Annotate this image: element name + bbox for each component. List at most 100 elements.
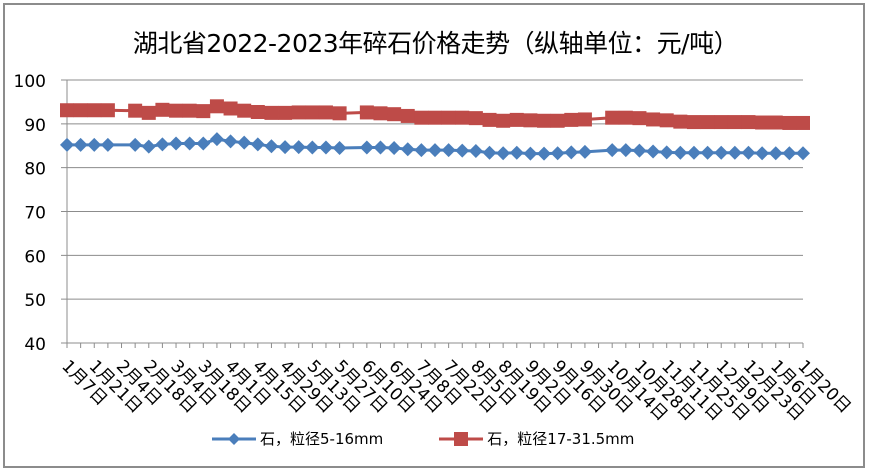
data-point[interactable] [468, 144, 483, 159]
data-point[interactable] [673, 145, 688, 160]
data-point[interactable] [73, 137, 88, 152]
data-point[interactable] [100, 137, 115, 152]
data-point[interactable] [373, 106, 388, 121]
data-point[interactable] [727, 145, 742, 160]
data-point[interactable] [714, 115, 729, 130]
data-point[interactable] [100, 103, 115, 118]
data-point[interactable] [550, 113, 565, 128]
data-point[interactable] [673, 114, 688, 129]
data-point[interactable] [414, 110, 429, 125]
data-point[interactable] [332, 140, 347, 155]
data-point[interactable] [209, 132, 224, 147]
data-point[interactable] [564, 112, 579, 127]
data-point[interactable] [686, 115, 701, 130]
data-point[interactable] [169, 103, 184, 118]
data-point[interactable] [359, 140, 374, 155]
data-point[interactable] [659, 145, 674, 160]
data-point[interactable] [182, 103, 197, 118]
data-point[interactable] [632, 111, 647, 126]
data-point[interactable] [237, 135, 252, 150]
data-point[interactable] [455, 110, 470, 125]
data-point[interactable] [455, 143, 470, 158]
data-point[interactable] [605, 110, 620, 125]
data-point[interactable] [632, 143, 647, 158]
data-point[interactable] [700, 145, 715, 160]
data-point[interactable] [782, 115, 797, 130]
data-point[interactable] [60, 137, 74, 152]
data-point[interactable] [264, 139, 279, 154]
data-point[interactable] [482, 145, 497, 160]
data-point[interactable] [209, 99, 224, 114]
data-point[interactable] [441, 143, 456, 158]
data-point[interactable] [605, 143, 620, 158]
data-point[interactable] [646, 144, 661, 159]
data-point[interactable] [400, 142, 415, 157]
legend-item-5-16mm[interactable]: 石，粒径5-16mm [212, 428, 383, 449]
data-point[interactable] [741, 115, 756, 130]
data-point[interactable] [482, 112, 497, 127]
data-point[interactable] [428, 143, 442, 158]
data-point[interactable] [727, 115, 742, 130]
data-point[interactable] [250, 137, 265, 152]
data-point[interactable] [141, 105, 156, 120]
data-point[interactable] [196, 136, 211, 151]
data-point[interactable] [169, 136, 184, 151]
data-point[interactable] [700, 115, 715, 130]
data-point[interactable] [155, 102, 170, 117]
legend-item-17-31-5mm[interactable]: 石，粒径17-31.5mm [439, 428, 634, 449]
data-point[interactable] [87, 137, 102, 152]
data-point[interactable] [714, 145, 729, 160]
data-point[interactable] [659, 113, 674, 128]
data-point[interactable] [278, 105, 293, 120]
data-point[interactable] [509, 112, 524, 127]
data-point[interactable] [318, 140, 333, 155]
data-point[interactable] [646, 112, 661, 127]
data-point[interactable] [223, 134, 238, 149]
data-point[interactable] [387, 140, 402, 155]
data-point[interactable] [291, 105, 306, 120]
data-point[interactable] [400, 108, 415, 123]
data-point[interactable] [305, 140, 320, 155]
data-point[interactable] [318, 105, 333, 120]
data-point[interactable] [496, 146, 511, 161]
data-point[interactable] [686, 145, 701, 160]
data-point[interactable] [414, 143, 429, 158]
data-point[interactable] [291, 140, 306, 155]
data-point[interactable] [782, 146, 797, 161]
data-point[interactable] [509, 145, 524, 160]
data-point[interactable] [537, 146, 552, 161]
data-point[interactable] [537, 113, 552, 128]
data-point[interactable] [741, 145, 756, 160]
data-point[interactable] [87, 103, 102, 118]
data-point[interactable] [755, 115, 770, 130]
data-point[interactable] [755, 146, 770, 161]
data-point[interactable] [768, 115, 783, 130]
data-point[interactable] [264, 105, 279, 120]
data-point[interactable] [278, 140, 293, 155]
data-point[interactable] [796, 146, 810, 161]
data-point[interactable] [60, 103, 74, 118]
data-point[interactable] [468, 111, 483, 126]
data-point[interactable] [428, 110, 442, 125]
data-point[interactable] [128, 137, 143, 152]
data-point[interactable] [768, 146, 783, 161]
data-point[interactable] [141, 139, 156, 154]
data-point[interactable] [196, 104, 211, 119]
data-point[interactable] [550, 146, 565, 161]
data-point[interactable] [441, 110, 456, 125]
data-point[interactable] [223, 101, 238, 116]
data-point[interactable] [128, 103, 143, 118]
data-point[interactable] [359, 105, 374, 120]
data-point[interactable] [332, 106, 347, 121]
data-point[interactable] [523, 113, 538, 128]
data-point[interactable] [182, 136, 197, 151]
data-point[interactable] [496, 113, 511, 128]
data-point[interactable] [73, 103, 88, 118]
data-point[interactable] [618, 143, 633, 158]
data-point[interactable] [387, 107, 402, 122]
data-point[interactable] [305, 105, 320, 120]
data-point[interactable] [373, 140, 388, 155]
data-point[interactable] [796, 115, 810, 130]
data-point[interactable] [155, 137, 170, 152]
data-point[interactable] [577, 144, 592, 159]
